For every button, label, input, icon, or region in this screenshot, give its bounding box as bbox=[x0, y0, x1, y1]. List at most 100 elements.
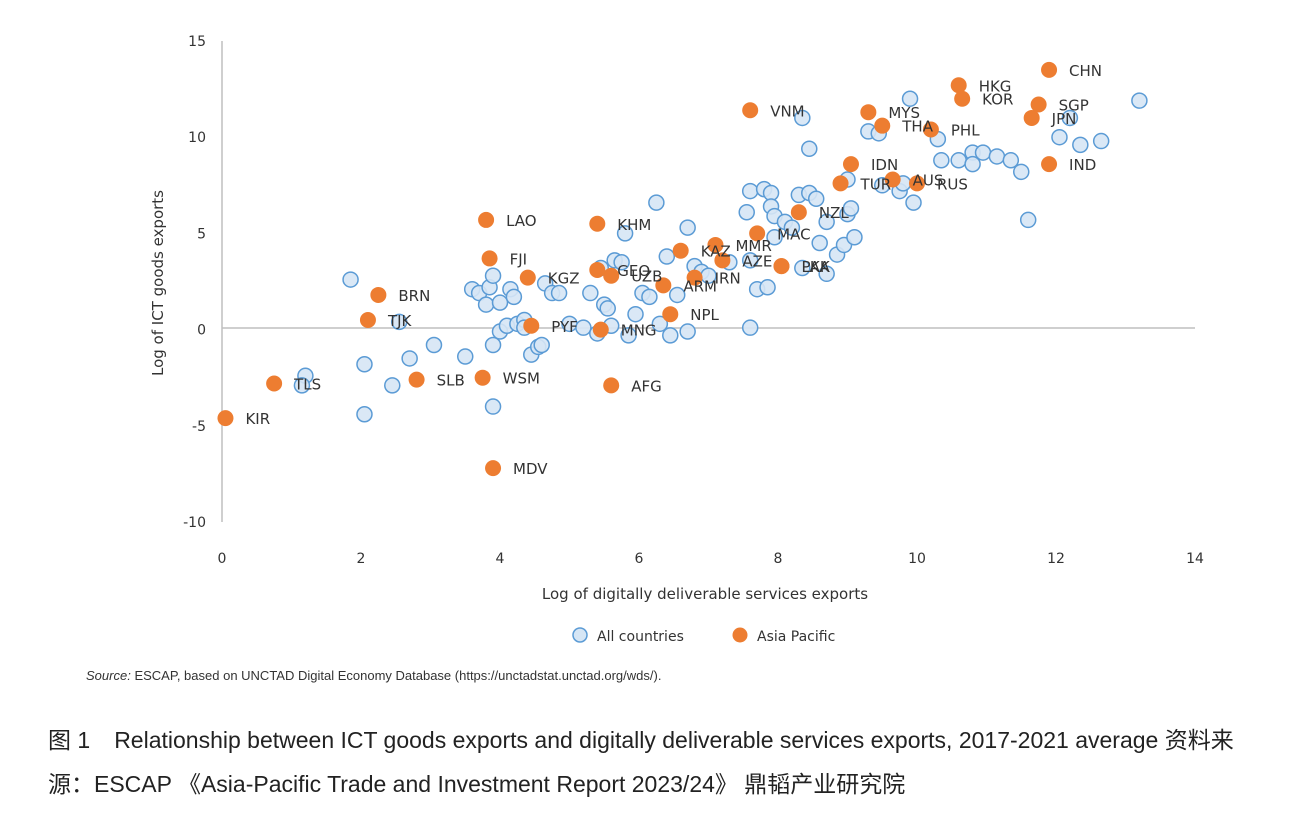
point-asia-pacific-pak bbox=[773, 258, 790, 275]
point-label-sgp: SGP bbox=[1059, 96, 1089, 114]
point-all-countries bbox=[613, 254, 630, 271]
point-all-countries bbox=[401, 350, 418, 367]
point-label-rus: RUS bbox=[937, 175, 968, 193]
point-all-countries bbox=[1051, 128, 1068, 146]
point-asia-pacific-geo bbox=[589, 261, 606, 278]
point-label-hkg: HKG bbox=[979, 77, 1012, 95]
point-all-countries bbox=[783, 219, 801, 236]
point-asia-pacific-phl bbox=[922, 121, 939, 138]
point-all-countries bbox=[484, 398, 502, 415]
point-label-tls: TLS bbox=[293, 375, 321, 393]
point-all-countries bbox=[648, 194, 665, 211]
x-tick-label: 12 bbox=[1047, 551, 1065, 567]
point-all-countries bbox=[964, 155, 981, 173]
point-label-pak: PAK bbox=[801, 258, 830, 276]
point-asia-pacific-fji bbox=[481, 250, 498, 267]
point-label-arm: ARM bbox=[683, 277, 717, 295]
legend-label-all-countries: All countries bbox=[597, 629, 684, 645]
point-all-countries bbox=[457, 348, 474, 365]
point-asia-pacific-npl bbox=[662, 306, 679, 323]
point-all-countries bbox=[801, 140, 818, 157]
x-tick-label: 4 bbox=[496, 551, 505, 567]
point-label-kgz: KGZ bbox=[548, 270, 580, 288]
point-label-uzb: UZB bbox=[631, 268, 662, 286]
axes bbox=[221, 41, 1195, 522]
point-asia-pacific-jpn bbox=[1023, 109, 1040, 126]
point-label-jpn: JPN bbox=[1051, 110, 1077, 128]
legend-marker-all-countries bbox=[572, 627, 588, 643]
point-all-countries bbox=[491, 294, 509, 311]
point-label-afg: AFG bbox=[631, 377, 662, 395]
point-asia-pacific-vnm bbox=[742, 102, 759, 119]
point-all-countries bbox=[905, 194, 922, 211]
point-all-countries bbox=[741, 182, 759, 200]
point-asia-pacific-mdv bbox=[485, 460, 502, 477]
y-tick-label: 10 bbox=[188, 130, 206, 146]
point-all-countries bbox=[582, 284, 599, 302]
point-all-countries bbox=[933, 152, 950, 169]
y-tick-label: -10 bbox=[183, 515, 206, 531]
point-all-countries bbox=[794, 109, 811, 127]
point-asia-pacific-idn bbox=[842, 156, 859, 173]
point-all-countries bbox=[679, 323, 696, 340]
point-asia-pacific-brn bbox=[370, 286, 387, 303]
point-all-countries bbox=[818, 265, 835, 283]
y-tick-label: -5 bbox=[192, 419, 206, 435]
source-note: Source: ESCAP, based on UNCTAD Digital E… bbox=[86, 668, 661, 683]
point-asia-pacific-khm bbox=[589, 215, 606, 232]
point-label-khm: KHM bbox=[617, 216, 651, 234]
point-all-countries bbox=[599, 300, 616, 317]
point-asia-pacific-kir bbox=[217, 410, 234, 427]
point-asia-pacific-uzb bbox=[603, 267, 620, 284]
point-label-vnm: VNM bbox=[770, 102, 804, 120]
point-label-lka: LKA bbox=[801, 258, 830, 276]
point-all-countries bbox=[651, 315, 669, 333]
point-label-tha: THA bbox=[901, 118, 933, 136]
point-all-countries bbox=[811, 234, 828, 252]
source-text: ESCAP, based on UNCTAD Digital Economy D… bbox=[134, 668, 662, 683]
point-asia-pacific-rus bbox=[909, 175, 925, 192]
point-asia-pacific-tur bbox=[832, 175, 849, 192]
point-all-countries bbox=[807, 190, 825, 208]
point-all-countries bbox=[342, 271, 359, 288]
point-all-countries bbox=[1131, 92, 1148, 109]
point-all-countries bbox=[1061, 109, 1079, 127]
point-label-brn: BRN bbox=[398, 287, 430, 305]
point-all-countries bbox=[425, 336, 443, 354]
point-all-countries bbox=[679, 219, 696, 236]
point-all-countries bbox=[1019, 211, 1037, 229]
point-all-countries bbox=[974, 144, 992, 161]
point-asia-pacific-tha bbox=[874, 117, 891, 134]
point-asia-pacific-sgp bbox=[1030, 96, 1047, 113]
point-label-pyf: PYF bbox=[551, 318, 578, 336]
point-all-countries bbox=[384, 377, 401, 394]
point-label-mys: MYS bbox=[888, 104, 920, 122]
y-tick-label: 15 bbox=[188, 34, 206, 50]
x-tick-label: 10 bbox=[908, 551, 926, 567]
source-label: Source: bbox=[86, 668, 131, 683]
point-label-kor: KOR bbox=[982, 91, 1013, 109]
point-all-countries bbox=[759, 279, 776, 296]
y-tick-labels: -10 -5 0 5 10 15 bbox=[183, 34, 206, 531]
caption-text: Relationship between ICT goods exports a… bbox=[48, 727, 1234, 797]
point-all-countries bbox=[818, 213, 835, 231]
point-all-countries bbox=[794, 259, 811, 277]
point-all-countries bbox=[1092, 132, 1110, 150]
point-all-countries bbox=[356, 406, 373, 423]
x-tick-labels: 0 2 4 6 8 10 12 14 bbox=[218, 551, 1204, 567]
point-label-tjk: TJK bbox=[387, 312, 413, 330]
point-all-countries bbox=[627, 305, 644, 323]
series-asia-pacific bbox=[217, 61, 1058, 477]
point-all-countries bbox=[1013, 163, 1030, 181]
point-label-kaz: KAZ bbox=[701, 243, 731, 261]
point-asia-pacific-afg bbox=[603, 377, 620, 394]
point-all-countries bbox=[658, 248, 676, 265]
x-tick-label: 8 bbox=[774, 551, 783, 567]
point-label-mng: MNG bbox=[621, 322, 657, 340]
point-label-idn: IDN bbox=[871, 156, 898, 174]
point-all-countries bbox=[620, 327, 637, 344]
y-tick-label: 5 bbox=[197, 226, 206, 242]
point-all-countries bbox=[356, 355, 373, 373]
point-asia-pacific-aze bbox=[714, 252, 731, 269]
